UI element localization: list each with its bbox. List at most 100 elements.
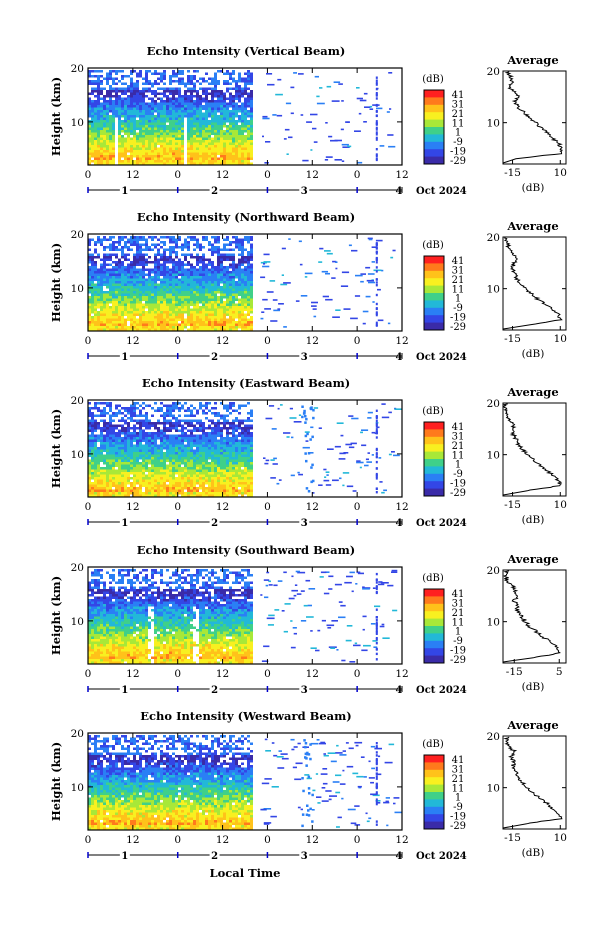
heatmap-cell <box>163 162 166 165</box>
heatmap-cell <box>118 447 121 450</box>
heatmap-cell <box>136 464 139 467</box>
heatmap-cell <box>169 303 172 306</box>
heatmap-cell <box>226 449 229 452</box>
heatmap-cell <box>127 462 130 465</box>
heatmap-cell <box>169 105 172 108</box>
heatmap-cell <box>199 100 202 103</box>
heatmap-cell <box>148 286 151 289</box>
heatmap-cell <box>100 487 103 490</box>
heatmap-cell <box>100 283 103 286</box>
heatmap-cell <box>367 273 375 275</box>
heatmap-cell <box>202 117 205 120</box>
heatmap-cell <box>172 278 175 281</box>
heatmap-cell <box>103 291 106 294</box>
heatmap-cell <box>154 258 157 261</box>
heatmap-cell <box>193 293 196 296</box>
heatmap-cell <box>244 484 247 487</box>
heatmap-cell <box>196 457 199 460</box>
heatmap-cell <box>103 459 106 462</box>
heatmap-cell <box>172 95 175 98</box>
heatmap-cell <box>229 474 232 477</box>
heatmap-cell <box>163 457 166 460</box>
heatmap-cell <box>181 328 184 331</box>
heatmap-cell <box>205 145 208 148</box>
heatmap-cell <box>190 464 193 467</box>
heatmap-cell <box>112 90 115 93</box>
heatmap-cell <box>250 449 253 452</box>
heatmap-cell <box>241 107 244 110</box>
heatmap-cell <box>220 482 223 485</box>
heatmap-cell <box>244 328 247 331</box>
heatmap-cell <box>247 130 250 133</box>
heatmap-cell <box>148 316 151 319</box>
heatmap-cell <box>241 482 244 485</box>
heatmap-cell <box>169 301 172 304</box>
heatmap-cell <box>169 127 172 130</box>
heatmap-cell <box>115 452 118 455</box>
heatmap-cell <box>193 328 196 331</box>
heatmap-cell <box>205 100 208 103</box>
heatmap-cell <box>127 494 130 497</box>
heatmap-cell <box>148 256 151 259</box>
heatmap-cell <box>148 313 151 316</box>
heatmap-cell <box>226 313 229 316</box>
heatmap-cell <box>118 276 121 279</box>
heatmap-cell <box>169 256 172 259</box>
heatmap-cell <box>97 271 100 274</box>
heatmap-cell <box>190 487 193 490</box>
heatmap-cell <box>130 467 133 470</box>
heatmap-cell <box>202 306 205 309</box>
heatmap-cell <box>223 97 226 100</box>
heatmap-cell <box>172 112 175 115</box>
heatmap-cell <box>247 494 250 497</box>
heatmap-cell <box>250 462 253 465</box>
heatmap-cell <box>217 303 220 306</box>
heatmap-cell <box>226 311 229 314</box>
heatmap-cell <box>241 276 244 279</box>
heatmap-cell <box>226 90 229 93</box>
heatmap-cell <box>187 323 190 326</box>
heatmap-cell <box>220 474 223 477</box>
heatmap-cell <box>118 487 121 490</box>
heatmap-cell <box>178 137 181 140</box>
heatmap-cell <box>241 311 244 314</box>
heatmap-cell <box>217 301 220 304</box>
heatmap-cell <box>217 135 220 138</box>
heatmap-cell <box>103 105 106 108</box>
heatmap-cell <box>127 140 130 143</box>
heatmap-cell <box>358 112 362 115</box>
heatmap-cell <box>223 447 226 450</box>
heatmap-cell <box>103 246 106 249</box>
heatmap-cell <box>190 122 193 125</box>
heatmap-cell <box>88 321 91 324</box>
heatmap-cell <box>157 127 160 130</box>
heatmap-cell <box>184 286 187 289</box>
heatmap-cell <box>205 316 208 319</box>
heatmap-cell <box>127 107 130 110</box>
heatmap-cell <box>124 449 127 452</box>
heatmap-cell <box>211 120 214 123</box>
heatmap-cell <box>196 122 199 125</box>
heatmap-cell <box>100 112 103 115</box>
heatmap-cell <box>217 271 220 274</box>
heatmap-cell <box>193 75 196 78</box>
heatmap-cell <box>172 482 175 485</box>
heatmap-cell <box>220 447 223 450</box>
heatmap-cell <box>187 273 190 276</box>
heatmap-cell <box>369 108 374 110</box>
heatmap-cell <box>208 127 211 130</box>
heatmap-cell <box>229 293 232 296</box>
heatmap-cell <box>220 162 223 165</box>
heatmap-cell <box>196 447 199 450</box>
heatmap-cell <box>187 477 190 480</box>
heatmap-cell <box>250 157 253 160</box>
heatmap-cell <box>214 308 217 311</box>
heatmap-cell <box>172 90 175 93</box>
heatmap-cell <box>127 120 130 123</box>
heatmap-cell <box>232 303 235 306</box>
heatmap-cell <box>223 452 226 455</box>
heatmap-cell <box>97 487 100 490</box>
heatmap-cell <box>124 160 127 163</box>
heatmap-cell <box>100 454 103 457</box>
heatmap-cell <box>94 293 97 296</box>
